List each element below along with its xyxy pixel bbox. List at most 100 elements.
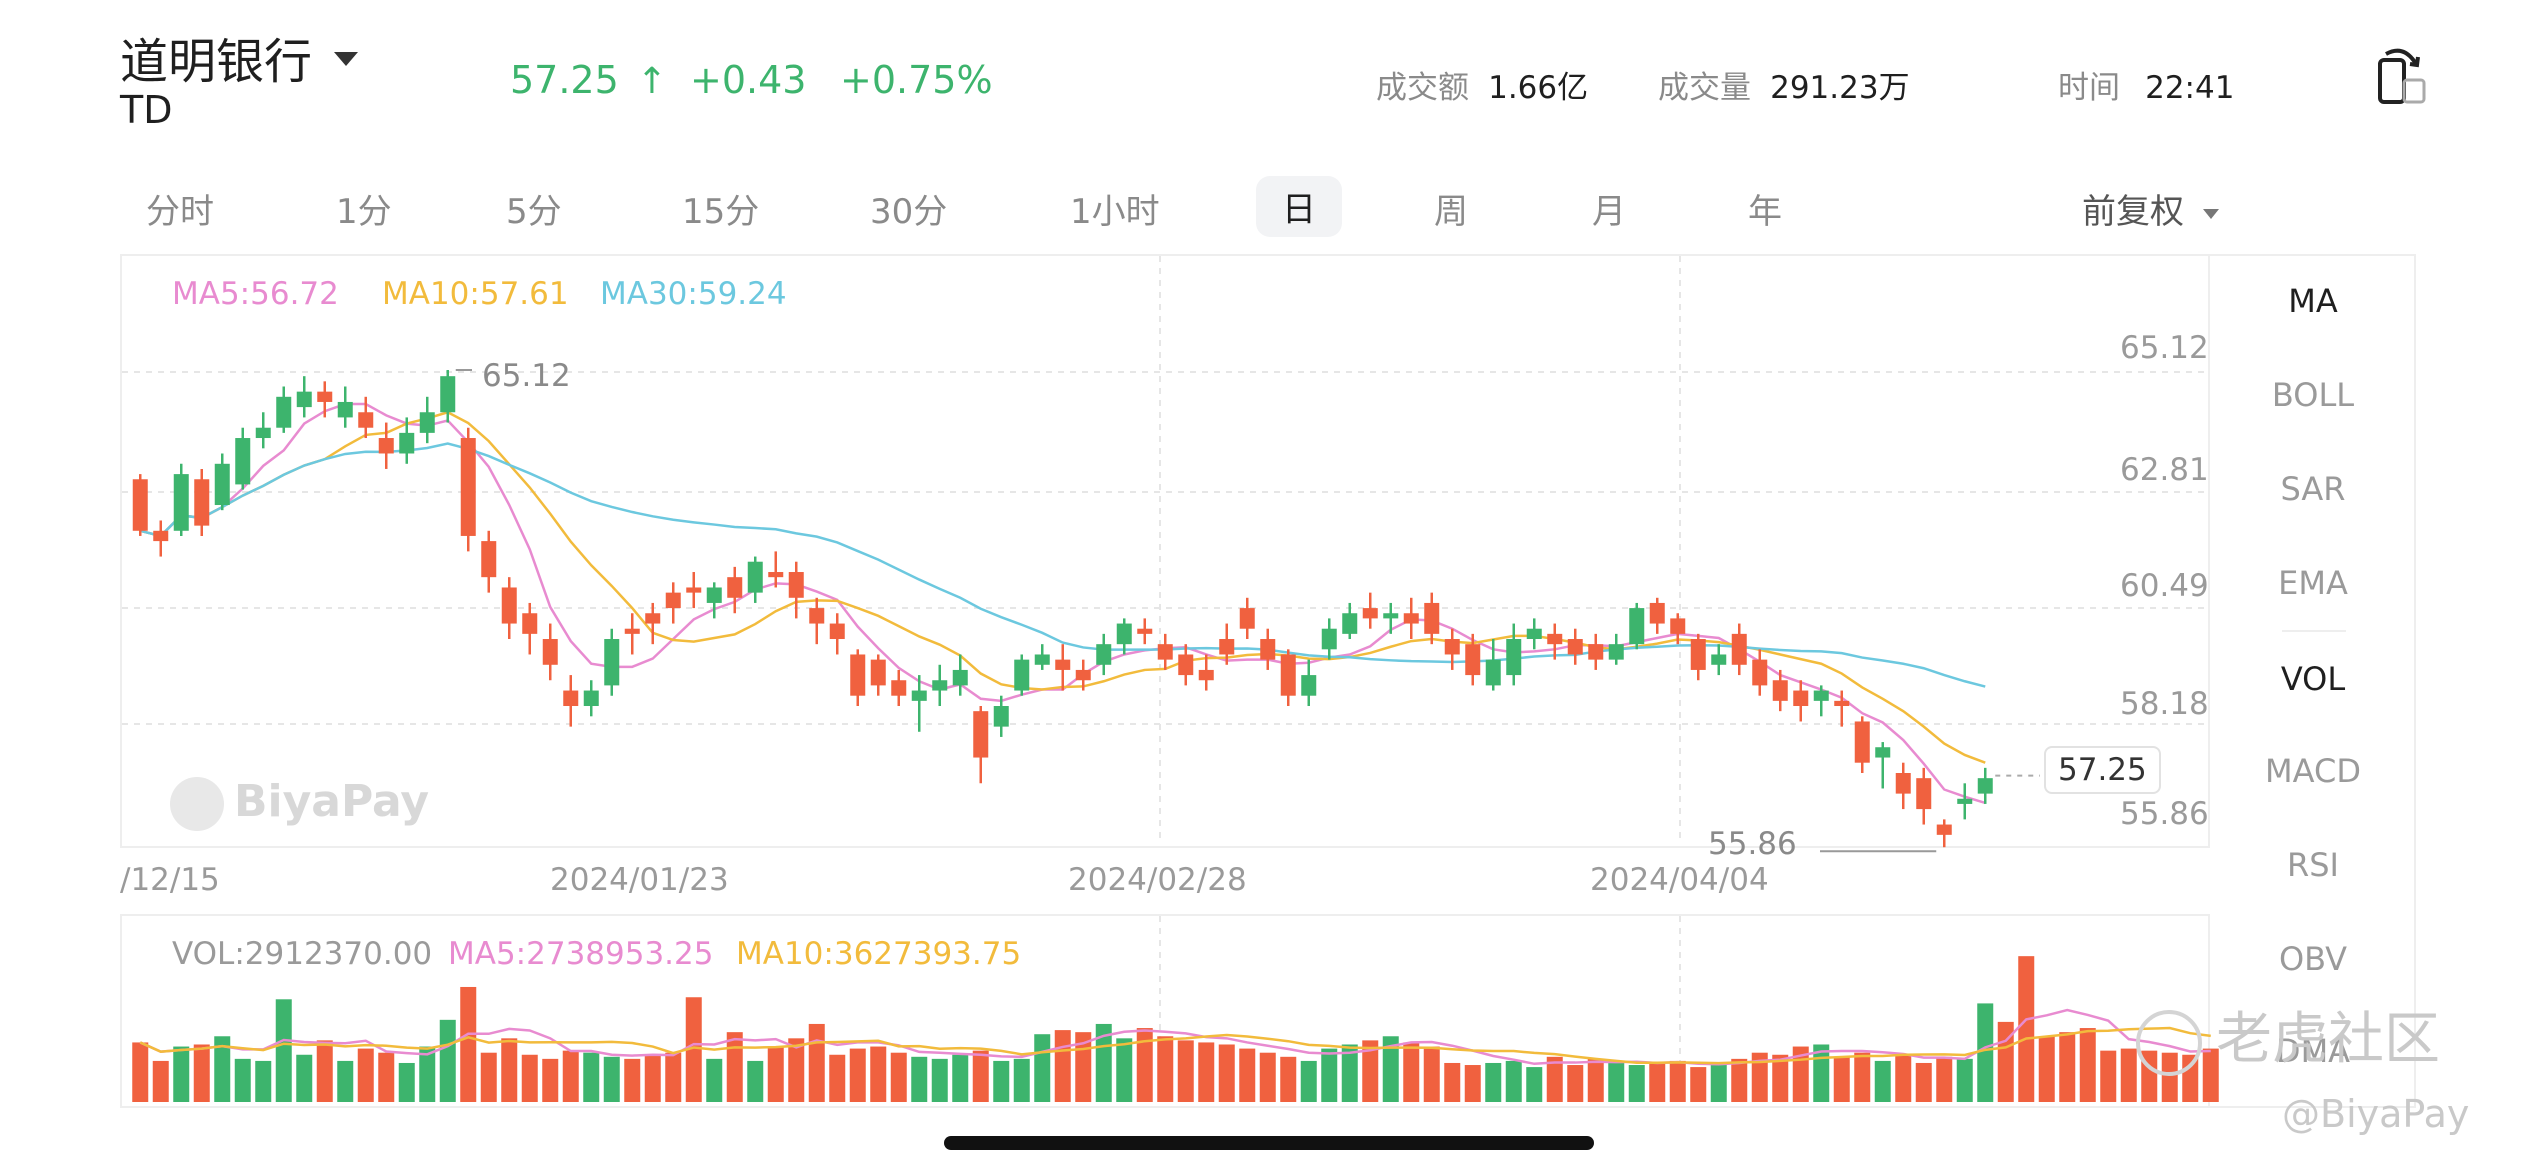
tab-week[interactable]: 周 — [1434, 192, 1468, 232]
indicator-sar[interactable]: SAR — [2280, 470, 2346, 508]
tab-month[interactable]: 月 — [1592, 192, 1626, 232]
candle — [1075, 659, 1091, 691]
volume-bar — [1239, 1048, 1256, 1102]
tab-day[interactable]: 日 — [1256, 176, 1342, 237]
candle — [1055, 644, 1071, 691]
volume-bars — [132, 956, 2219, 1102]
turnover-value: 1.66亿 — [1488, 70, 1589, 106]
candle-body — [1178, 654, 1194, 676]
candle-body — [1916, 778, 1932, 810]
stock-name-selector[interactable]: 道明银行 — [120, 22, 359, 92]
adjust-label: 前复权 — [2082, 192, 2184, 232]
tab-1hour[interactable]: 1小时 — [1070, 192, 1160, 232]
candle-body — [1793, 690, 1809, 707]
volume-bar — [1280, 1056, 1297, 1102]
candle — [850, 649, 866, 707]
indicator-vol[interactable]: VOL — [2280, 660, 2346, 698]
candle-body — [1157, 644, 1173, 660]
tab-5min[interactable]: 5分 — [506, 192, 562, 232]
indicator-boll[interactable]: BOLL — [2271, 376, 2355, 414]
volume-bar — [624, 1058, 641, 1102]
indicator-ma[interactable]: MA — [2288, 282, 2338, 320]
candle-body — [993, 706, 1009, 727]
tab-year[interactable]: 年 — [1748, 192, 1782, 232]
candle — [1834, 690, 1850, 727]
candle-body — [870, 659, 886, 686]
volume-bar — [1157, 1036, 1174, 1102]
candle-body — [1424, 602, 1440, 634]
tab-15min[interactable]: 15分 — [682, 192, 760, 232]
candle-body — [132, 479, 148, 531]
volume-bar — [706, 1058, 723, 1102]
volume-bar — [501, 1038, 518, 1102]
volume-bar — [460, 986, 477, 1102]
candle-body — [1588, 644, 1604, 660]
volume-bar — [1198, 1042, 1215, 1102]
indicator-obv[interactable]: OBV — [2278, 940, 2348, 978]
candle-body — [1690, 639, 1706, 670]
volume-bar — [665, 1052, 682, 1102]
candle-body — [747, 561, 763, 593]
candle — [973, 706, 989, 784]
volume-bar — [870, 1046, 887, 1102]
tab-1min[interactable]: 1分 — [336, 192, 392, 232]
volume-bar — [993, 1060, 1010, 1102]
tab-intraday[interactable]: 分时 — [146, 192, 214, 232]
candle — [1178, 644, 1194, 686]
candle — [276, 386, 292, 433]
volume-bar — [849, 1048, 866, 1102]
indicator-rsi[interactable]: RSI — [2287, 846, 2339, 884]
candle — [1321, 618, 1337, 660]
high-price-label: 65.12 — [482, 358, 571, 394]
candle-body — [1895, 773, 1911, 794]
candle-body — [501, 587, 517, 624]
candle-body — [1772, 680, 1788, 701]
volume-bar — [214, 1036, 231, 1102]
volume-bar — [767, 1046, 784, 1102]
volume-label: 成交量 — [1658, 70, 1751, 106]
candle — [542, 623, 558, 681]
volume-bar — [2202, 1048, 2219, 1102]
turnover-stat: 成交额 1.66亿 — [1376, 62, 1588, 107]
indicator-macd[interactable]: MACD — [2265, 752, 2361, 790]
candle-body — [1342, 613, 1358, 634]
rotate-screen-icon[interactable] — [2374, 46, 2430, 108]
candle — [1813, 685, 1829, 717]
candle — [706, 582, 722, 619]
candle-body — [419, 412, 435, 433]
candle — [809, 597, 825, 645]
volume-bar — [480, 1052, 497, 1102]
candle — [1485, 639, 1501, 691]
candle-body — [1137, 628, 1153, 634]
sidebar-divider — [2282, 630, 2346, 632]
volume-ma-lines — [139, 1008, 2211, 1066]
candle — [1547, 623, 1563, 660]
candle-body — [440, 376, 456, 413]
candle — [296, 376, 312, 418]
candle-body — [973, 711, 989, 758]
tab-30min[interactable]: 30分 — [870, 192, 948, 232]
volume-chart-panel — [120, 914, 2210, 1108]
candle-body — [624, 628, 640, 634]
indicator-dma[interactable]: DMA — [2275, 1032, 2351, 1070]
volume-bar — [316, 1040, 333, 1102]
candle — [337, 386, 353, 428]
candle — [1895, 762, 1911, 810]
indicator-ema[interactable]: EMA — [2278, 564, 2348, 602]
candle-body — [460, 438, 476, 536]
candle — [604, 628, 620, 696]
candle-body — [1383, 613, 1399, 619]
community-watermark-text: 老虎社区 — [2216, 1007, 2440, 1072]
up-arrow-icon: ↑ — [636, 61, 668, 102]
volume-ma10-line — [139, 1026, 2211, 1065]
volume-bar — [1710, 1065, 1727, 1102]
volume-bar — [685, 997, 702, 1102]
volume-bar — [2120, 1048, 2137, 1102]
volume-bar — [1977, 1003, 1994, 1102]
adjust-selector[interactable]: 前复权 — [2082, 184, 2219, 233]
volume-bar — [644, 1054, 661, 1102]
candle — [1690, 633, 1706, 681]
volume-bar — [1177, 1040, 1194, 1102]
candle-body — [1219, 639, 1235, 655]
candle-body — [1034, 654, 1050, 665]
